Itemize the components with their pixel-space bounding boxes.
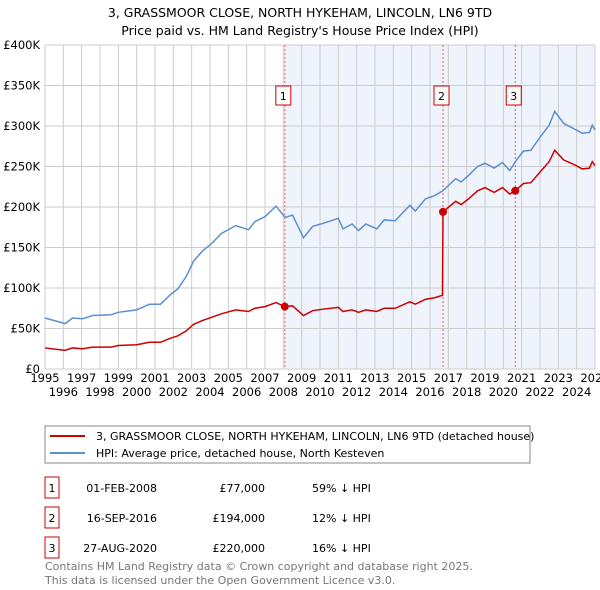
sale-label-box [505, 85, 522, 106]
sale-date: 16-SEP-2016 [87, 512, 157, 525]
legend: 3, GRASSMOOR CLOSE, NORTH HYKEHAM, LINCO… [44, 425, 534, 464]
x-tick-label: 2006 [232, 385, 261, 399]
y-tick-label: £0 [25, 362, 40, 376]
x-tick-label: 2025 [580, 371, 600, 385]
legend-hpi: HPI: Average price, detached house, Nort… [96, 447, 384, 460]
x-tick-label: 2017 [434, 371, 463, 385]
x-tick-label: 2009 [287, 371, 316, 385]
x-tick-label: 1999 [104, 371, 133, 385]
x-tick-label: 2015 [397, 371, 426, 385]
sale-row: 3 27-AUG-2020 £220,000 16% ↓ HPI [44, 536, 371, 559]
x-tick-label: 2018 [452, 385, 481, 399]
y-tick-label: £150K [3, 241, 40, 255]
y-tick-label: £200K [3, 200, 40, 214]
sale-label: 2 [438, 90, 445, 103]
x-tick-label: 2016 [415, 385, 444, 399]
sale-point-2[interactable] [439, 207, 448, 216]
chart-title: 3, GRASSMOOR CLOSE, NORTH HYKEHAM, LINCO… [108, 5, 492, 20]
sale-label: 3 [510, 90, 517, 103]
sale-row-badge [44, 506, 60, 529]
sale-row: 2 16-SEP-2016 £194,000 12% ↓ HPI [44, 506, 371, 529]
hpi-line [44, 109, 596, 325]
legend-property: 3, GRASSMOOR CLOSE, NORTH HYKEHAM, LINCO… [96, 430, 534, 443]
x-tick-label: 2011 [324, 371, 353, 385]
x-tick-label: 2013 [360, 371, 389, 385]
x-tick-label: 2004 [195, 385, 224, 399]
sale-row-badge [44, 476, 60, 499]
x-tick-label: 2007 [250, 371, 279, 385]
sale-hpi-diff: 16% ↓ HPI [312, 542, 371, 555]
x-tick-label: 1997 [67, 371, 96, 385]
x-tick-label: 2003 [177, 371, 206, 385]
x-tick-label: 2001 [140, 371, 169, 385]
y-tick-label: £400K [3, 38, 40, 52]
y-tick-label: £300K [3, 119, 40, 133]
sale-date: 01-FEB-2008 [86, 482, 157, 495]
x-tick-label: 2000 [122, 385, 151, 399]
y-tick-label: £350K [3, 79, 40, 93]
sale-row-badge [44, 536, 60, 559]
sale-row-label: 3 [49, 542, 56, 555]
x-tick-label: 2023 [544, 371, 573, 385]
y-tick-label: £250K [3, 160, 40, 174]
sale-hpi-diff: 59% ↓ HPI [312, 482, 371, 495]
x-tick-label: 2019 [470, 371, 499, 385]
sale-price: £220,000 [213, 542, 266, 555]
y-tick-label: £100K [3, 281, 40, 295]
x-tick-label: 2010 [305, 385, 334, 399]
sale-row: 1 01-FEB-2008 £77,000 59% ↓ HPI [44, 476, 371, 499]
x-tick-label: 1995 [30, 371, 59, 385]
x-tick-label: 2005 [214, 371, 243, 385]
x-tick-label: 2012 [342, 385, 371, 399]
y-tick-label: £50K [11, 322, 41, 336]
sale-row-label: 1 [49, 482, 56, 495]
x-tick-label: 2002 [159, 385, 188, 399]
x-tick-label: 2008 [269, 385, 298, 399]
x-tick-label: 2014 [379, 385, 408, 399]
sale-label-box [275, 85, 292, 106]
property-price-line [44, 148, 596, 352]
footer-line-2: This data is licensed under the Open Gov… [44, 574, 395, 587]
sale-date: 27-AUG-2020 [83, 542, 157, 555]
sale-point-1[interactable] [280, 302, 289, 311]
x-tick-label: 2021 [507, 371, 536, 385]
x-tick-label: 2024 [562, 385, 591, 399]
sale-price: £194,000 [213, 512, 266, 525]
sale-point-3[interactable] [511, 186, 520, 195]
sale-row-label: 2 [49, 512, 56, 525]
x-tick-label: 2022 [525, 385, 554, 399]
sale-label: 1 [280, 90, 287, 103]
x-tick-label: 2020 [489, 385, 518, 399]
chart-subtitle: Price paid vs. HM Land Registry's House … [121, 23, 478, 38]
x-tick-label: 1998 [85, 385, 114, 399]
sale-hpi-diff: 12% ↓ HPI [312, 512, 371, 525]
sale-price: £77,000 [220, 482, 266, 495]
sale-label-box [433, 85, 450, 106]
footer-line-1: Contains HM Land Registry data © Crown c… [45, 560, 473, 573]
x-tick-label: 1996 [49, 385, 78, 399]
